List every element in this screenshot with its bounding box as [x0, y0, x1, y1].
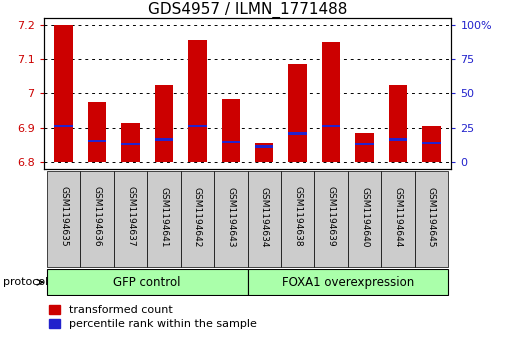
Bar	[288, 64, 307, 162]
Bar	[122, 143, 140, 145]
Text: GSM1194634: GSM1194634	[260, 187, 269, 247]
Bar	[348, 171, 381, 267]
Text: GSM1194642: GSM1194642	[193, 187, 202, 247]
Bar	[181, 171, 214, 267]
Bar	[288, 132, 307, 135]
Bar	[222, 141, 240, 143]
Bar	[322, 125, 340, 127]
Bar	[54, 125, 73, 127]
Text: GSM1194645: GSM1194645	[427, 187, 436, 247]
Bar	[122, 123, 140, 162]
Bar	[255, 145, 273, 148]
Bar	[356, 133, 373, 162]
Bar	[422, 142, 441, 144]
Bar	[88, 102, 106, 162]
Text: protocol: protocol	[3, 277, 48, 287]
Bar	[54, 25, 73, 162]
Text: GSM1194639: GSM1194639	[327, 187, 336, 247]
Bar	[281, 171, 314, 267]
Text: GSM1194640: GSM1194640	[360, 187, 369, 247]
Legend: transformed count, percentile rank within the sample: transformed count, percentile rank withi…	[49, 305, 257, 329]
Bar	[415, 171, 448, 267]
Bar	[255, 143, 273, 162]
Bar	[155, 139, 173, 141]
Bar	[356, 143, 373, 145]
Text: GSM1194644: GSM1194644	[393, 187, 403, 247]
Bar	[247, 269, 448, 295]
Text: GSM1194636: GSM1194636	[92, 187, 102, 247]
Text: GSM1194638: GSM1194638	[293, 187, 302, 247]
Text: GSM1194641: GSM1194641	[160, 187, 168, 247]
Bar	[147, 171, 181, 267]
Bar	[47, 171, 81, 267]
Bar	[247, 171, 281, 267]
Bar	[114, 171, 147, 267]
Bar	[88, 139, 106, 142]
Bar	[81, 171, 114, 267]
Text: GFP control: GFP control	[113, 276, 181, 289]
Bar	[188, 125, 207, 127]
Text: GSM1194635: GSM1194635	[59, 187, 68, 247]
Bar	[322, 42, 340, 162]
Bar	[155, 85, 173, 162]
Bar	[214, 171, 247, 267]
Bar	[222, 99, 240, 162]
Text: GSM1194643: GSM1194643	[226, 187, 235, 247]
Bar	[422, 126, 441, 162]
Bar	[314, 171, 348, 267]
Bar	[47, 269, 247, 295]
Text: FOXA1 overexpression: FOXA1 overexpression	[282, 276, 414, 289]
Bar	[381, 171, 415, 267]
Bar	[188, 40, 207, 162]
Bar	[389, 85, 407, 162]
Title: GDS4957 / ILMN_1771488: GDS4957 / ILMN_1771488	[148, 2, 347, 18]
Text: GSM1194637: GSM1194637	[126, 187, 135, 247]
Bar	[389, 139, 407, 141]
